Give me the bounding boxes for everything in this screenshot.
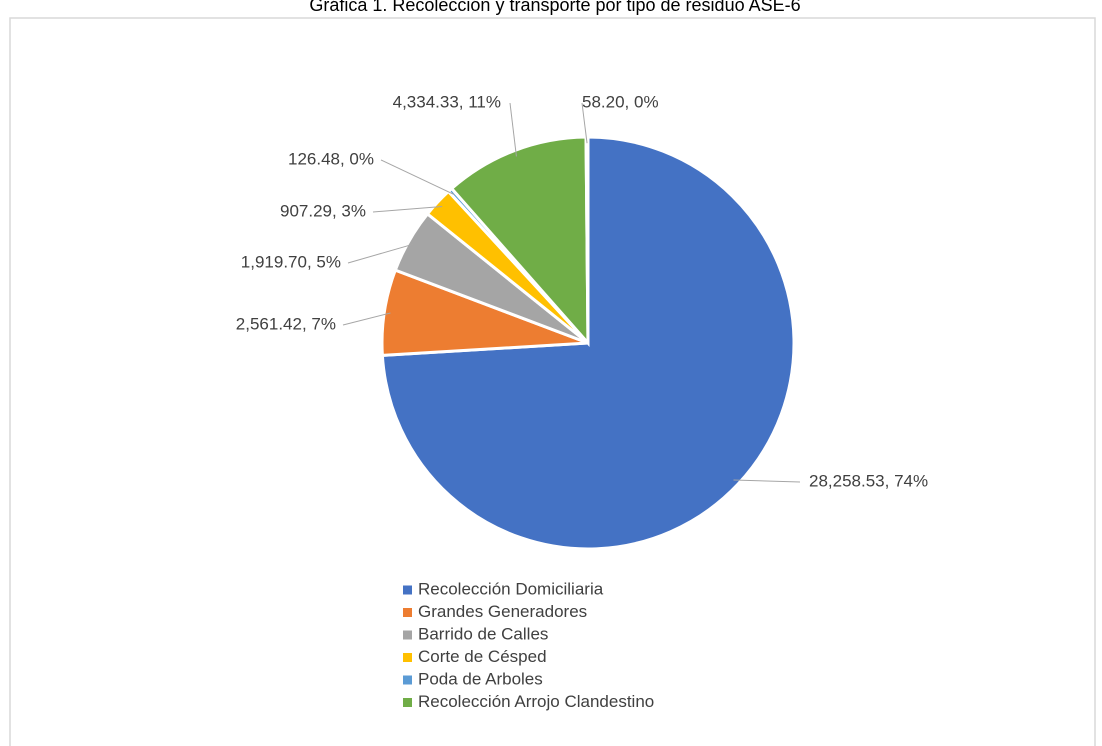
pie-slice: [449, 135, 590, 348]
leader-line: [372, 205, 443, 213]
data-label: 2,561.42, 7%: [236, 314, 336, 333]
data-label: 4,334.33, 11%: [393, 92, 501, 111]
data-label: 126.48, 0%: [288, 149, 374, 168]
data-label: 1,919.70, 5%: [241, 252, 341, 271]
leader-line: [509, 102, 517, 157]
legend-swatch: [403, 630, 412, 640]
leader-line: [347, 243, 415, 264]
leader-line: [380, 159, 455, 196]
legend-swatch: [403, 653, 412, 662]
legend-label: Recolección Domiciliaria: [418, 579, 604, 598]
legend-swatch: [403, 585, 412, 595]
legend-label: Poda de Arboles: [418, 669, 543, 688]
data-label: 58.20, 0%: [582, 92, 659, 111]
leader-line: [733, 479, 801, 483]
legend-label: Grandes Generadores: [418, 602, 587, 621]
legend-label: Corte de Césped: [418, 647, 547, 666]
leader-line: [342, 312, 391, 326]
chart-title: Gráfica 1. Recolección y transporte por …: [309, 0, 800, 15]
legend-label: Recolección Arrojo Clandestino: [418, 692, 654, 711]
data-label: 28,258.53, 74%: [809, 471, 928, 490]
legend-swatch: [403, 698, 412, 707]
pie-slice: [584, 135, 590, 344]
legend-swatch: [403, 608, 412, 617]
chart-frame: [9, 17, 1096, 746]
legend-swatch: [403, 675, 412, 685]
legend-label: Barrido de Calles: [418, 624, 548, 643]
leader-line: [581, 102, 588, 144]
data-label: 907.29, 3%: [280, 201, 366, 220]
